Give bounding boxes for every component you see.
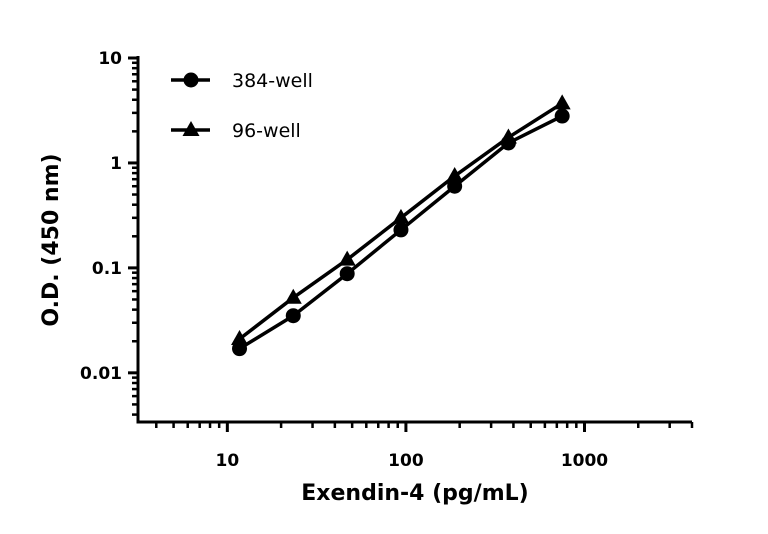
series-layer <box>231 94 571 357</box>
y-tick-label: 1 <box>110 154 122 174</box>
legend-item: 384-well <box>171 70 313 92</box>
legend: 384-well 96-well <box>171 70 313 142</box>
data-point <box>554 108 570 124</box>
data-point <box>446 167 464 183</box>
x-tick-label: 1000 <box>561 451 608 471</box>
x-axis-title: Exendin-4 (pg/mL) <box>301 481 528 506</box>
legend-label: 384-well <box>232 70 313 92</box>
data-point <box>284 288 302 304</box>
legend-label: 96-well <box>232 120 301 142</box>
y-axis-title: O.D. (450 nm) <box>39 153 64 326</box>
data-point <box>339 266 355 282</box>
y-tick-label: 10 <box>98 49 122 69</box>
data-point <box>499 128 517 144</box>
data-point <box>285 308 301 324</box>
y-tick-label: 0.01 <box>80 364 122 384</box>
data-point <box>338 250 356 266</box>
x-tick-label: 100 <box>388 451 424 471</box>
series-96-well <box>231 94 571 346</box>
series-384-well <box>232 108 570 357</box>
axes: 10 100 1000 10 1 0.1 0.01 <box>80 49 694 471</box>
y-tick-label: 0.1 <box>92 259 122 279</box>
data-point <box>231 330 249 346</box>
legend-item: 96-well <box>171 120 301 142</box>
data-point <box>393 222 409 238</box>
legend-marker <box>182 121 200 136</box>
legend-marker <box>183 72 199 88</box>
data-point <box>447 178 463 194</box>
x-tick-label: 10 <box>216 451 240 471</box>
data-point <box>553 94 571 110</box>
data-point <box>392 208 410 224</box>
